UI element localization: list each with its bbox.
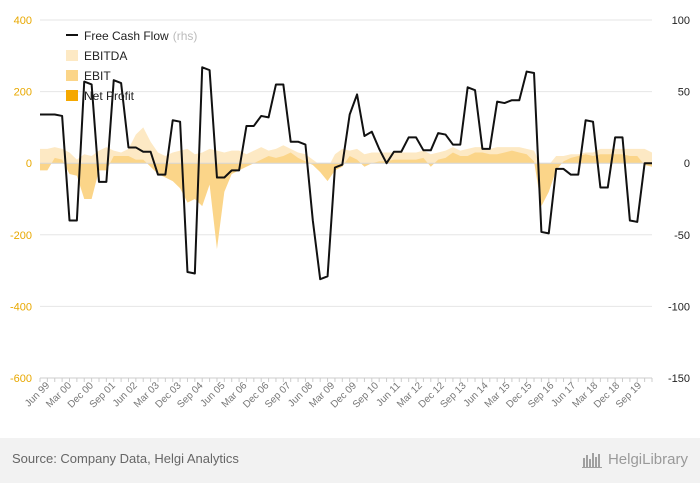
line-layer [40,66,652,281]
right-tick-label: 0 [684,158,690,170]
left-tick-label: 200 [14,87,32,99]
legend-swatch [66,90,78,101]
legend-label: EBIT [84,69,111,83]
left-tick-label: -600 [10,373,32,385]
brand-logo[interactable]: HelgiLibrary [581,448,688,470]
right-tick-label: 50 [678,87,690,99]
right-tick-label: 100 [672,15,690,27]
grid-layer [40,19,652,379]
right-tick-label: -50 [674,230,690,242]
left-tick-label: -400 [10,301,32,313]
brand-text: HelgiLibrary [607,450,688,468]
library-icon [581,453,602,468]
legend-swatch [66,70,78,81]
right-tick-label: -150 [668,373,690,385]
area-layer [40,127,652,250]
left-tick-label: -200 [10,230,32,242]
legend-swatch [66,50,78,61]
legend-label: Net Profit [84,89,135,103]
legend-label-suffix: (rhs) [173,29,198,43]
legend-label: Free Cash Flow (rhs) [84,29,197,43]
legend-label: EBITDA [84,49,127,63]
left-tick-label: 400 [14,15,32,27]
area-ebit [40,150,652,250]
source-text: Source: Company Data, Helgi Analytics [12,451,239,466]
right-tick-label: -100 [668,301,690,313]
left-tick-label: 0 [26,158,32,170]
line-free-cash-flow [40,66,652,281]
